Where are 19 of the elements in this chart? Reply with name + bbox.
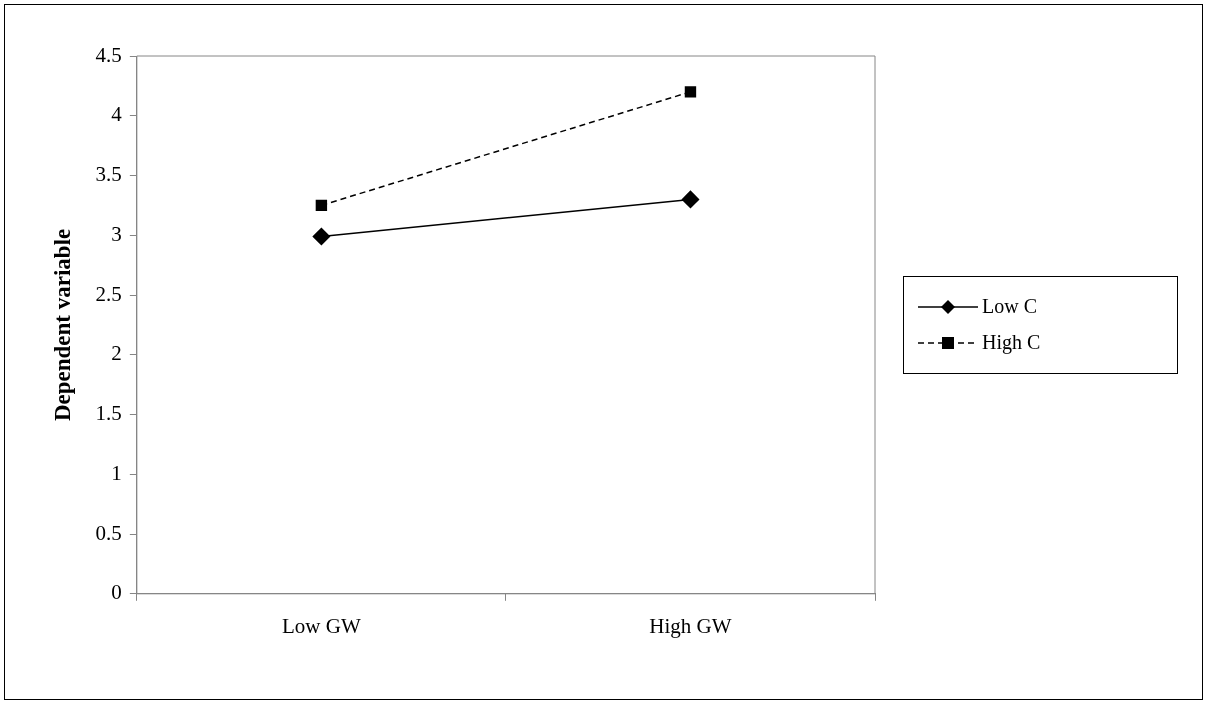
y-tick-label: 0	[111, 580, 122, 605]
point	[312, 227, 331, 246]
y-tick-label: 0.5	[95, 520, 122, 545]
y-tick-label: 3	[111, 221, 122, 246]
legend-label: High C	[982, 331, 1041, 355]
y-tick-label: 1.5	[95, 401, 122, 426]
point	[315, 199, 328, 212]
x-tick-label: High GW	[649, 613, 732, 638]
y-tick-label: 1	[111, 460, 122, 485]
y-tick-label: 4.5	[95, 42, 122, 67]
y-tick-label: 3.5	[95, 162, 122, 187]
point	[681, 190, 700, 209]
legend-label: Low C	[982, 295, 1037, 319]
y-tick-label: 2	[111, 341, 122, 366]
point	[684, 86, 697, 98]
y-tick-label: 4	[111, 102, 123, 127]
y-tick-label: 2.5	[95, 281, 122, 306]
x-tick-label: Low GW	[282, 613, 361, 638]
y-axis-title: Dependent variable	[49, 228, 75, 422]
